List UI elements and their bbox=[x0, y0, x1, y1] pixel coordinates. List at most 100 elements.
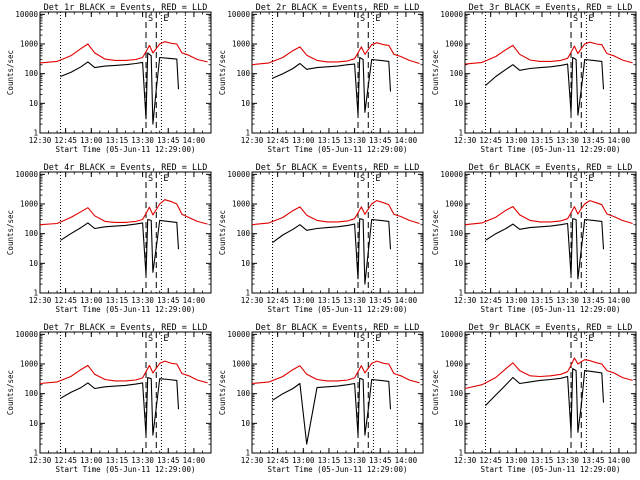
x-axis-label: Start Time (05-Jun-11 12:29:00) bbox=[56, 305, 196, 314]
y-tick-label: 10000 bbox=[227, 10, 250, 19]
x-tick-label: 13:00 bbox=[292, 456, 315, 465]
panel-title: Det 6r BLACK = Events, RED = LLD bbox=[469, 163, 633, 173]
marker-E-label: E bbox=[163, 334, 168, 344]
y-tick-label: 1000 bbox=[445, 40, 464, 49]
events-series-line bbox=[485, 368, 605, 433]
marker-S-label: S bbox=[573, 14, 578, 24]
x-axis-label: Start Time (05-Jun-11 12:29:00) bbox=[268, 145, 408, 154]
x-tick-label: 13:15 bbox=[318, 456, 341, 465]
y-tick-label: 1 bbox=[33, 289, 38, 298]
x-tick-label: 14:00 bbox=[183, 456, 206, 465]
y-tick-label: 1000 bbox=[20, 40, 39, 49]
y-tick-label: 1000 bbox=[20, 360, 39, 369]
x-axis-label: Start Time (05-Jun-11 12:29:00) bbox=[481, 305, 621, 314]
panel-title: Det 1r BLACK = Events, RED = LLD bbox=[44, 3, 208, 13]
x-tick-label: 13:30 bbox=[343, 456, 366, 465]
marker-S-label: S bbox=[360, 334, 365, 344]
events-series-line bbox=[60, 218, 180, 276]
y-tick-label: 100 bbox=[236, 69, 250, 78]
y-tick-label: 1000 bbox=[232, 40, 251, 49]
y-tick-label: 10 bbox=[241, 419, 251, 428]
detector-panel-3: Det 3r BLACK = Events, RED = LLD 1 10 100 10… bbox=[431, 3, 637, 154]
marker-S-label: S bbox=[360, 14, 365, 24]
y-axis-label: Counts/sec bbox=[6, 210, 15, 255]
marker-E-label: E bbox=[375, 334, 380, 344]
lld-series-line bbox=[39, 360, 208, 385]
events-series-line bbox=[60, 52, 180, 125]
y-axis-label: Counts/sec bbox=[218, 370, 227, 415]
x-tick-label: 12:30 bbox=[29, 136, 52, 145]
x-tick-label: 13:30 bbox=[131, 136, 154, 145]
events-series-line bbox=[485, 56, 605, 116]
x-tick-label: 12:45 bbox=[266, 296, 289, 305]
marker-S-label: S bbox=[573, 174, 578, 184]
y-tick-label: 100 bbox=[236, 229, 250, 238]
x-tick-label: 12:45 bbox=[266, 136, 289, 145]
y-tick-label: 10000 bbox=[15, 170, 38, 179]
y-tick-label: 10000 bbox=[440, 170, 463, 179]
y-tick-label: 10000 bbox=[227, 170, 250, 179]
y-tick-label: 1000 bbox=[445, 360, 464, 369]
y-tick-label: 10 bbox=[454, 99, 464, 108]
lld-series-line bbox=[39, 199, 208, 226]
lld-series-line bbox=[464, 41, 633, 65]
detector-panel-1: Det 1r BLACK = Events, RED = LLD 1 10 100 10… bbox=[6, 3, 212, 154]
y-tick-label: 1 bbox=[458, 289, 463, 298]
marker-S-label: S bbox=[360, 174, 365, 184]
y-tick-label: 10 bbox=[29, 99, 39, 108]
events-series-line bbox=[272, 218, 392, 285]
detector-panel-5: Det 5r BLACK = Events, RED = LLD 1 10 100 10… bbox=[218, 163, 424, 314]
lld-series-line bbox=[464, 200, 633, 226]
x-tick-label: 13:30 bbox=[556, 456, 579, 465]
y-tick-label: 10000 bbox=[15, 10, 38, 19]
panel-title: Det 3r BLACK = Events, RED = LLD bbox=[469, 3, 633, 13]
x-tick-label: 13:15 bbox=[106, 456, 129, 465]
x-tick-label: 12:30 bbox=[454, 136, 477, 145]
x-tick-label: 12:30 bbox=[29, 296, 52, 305]
lld-series-line bbox=[251, 360, 420, 385]
y-axis-label: Counts/sec bbox=[218, 50, 227, 95]
x-tick-label: 12:30 bbox=[241, 136, 264, 145]
y-tick-label: 1 bbox=[245, 449, 250, 458]
x-tick-label: 13:15 bbox=[531, 296, 554, 305]
x-tick-label: 12:30 bbox=[29, 456, 52, 465]
x-tick-label: 12:30 bbox=[241, 296, 264, 305]
y-tick-label: 10000 bbox=[15, 330, 38, 339]
marker-S-label: S bbox=[148, 14, 153, 24]
x-tick-label: 13:00 bbox=[505, 136, 528, 145]
x-tick-label: 13:15 bbox=[531, 136, 554, 145]
x-tick-label: 13:15 bbox=[106, 136, 129, 145]
events-series-line bbox=[272, 377, 392, 445]
y-tick-label: 1000 bbox=[232, 360, 251, 369]
x-tick-label: 14:00 bbox=[608, 296, 631, 305]
lld-series-line bbox=[251, 42, 420, 66]
x-tick-label: 13:30 bbox=[343, 296, 366, 305]
x-tick-label: 13:00 bbox=[292, 136, 315, 145]
y-tick-label: 1000 bbox=[20, 200, 39, 209]
x-tick-label: 13:30 bbox=[131, 456, 154, 465]
x-tick-label: 14:00 bbox=[183, 136, 206, 145]
marker-S-label: S bbox=[148, 174, 153, 184]
x-tick-label: 13:30 bbox=[343, 136, 366, 145]
x-tick-label: 13:00 bbox=[80, 136, 103, 145]
x-tick-label: 13:30 bbox=[131, 296, 154, 305]
marker-E-label: E bbox=[588, 174, 593, 184]
x-tick-label: 12:30 bbox=[454, 456, 477, 465]
y-tick-label: 1 bbox=[458, 449, 463, 458]
y-tick-label: 10 bbox=[29, 419, 39, 428]
panel-title: Det 8r BLACK = Events, RED = LLD bbox=[256, 323, 420, 333]
y-tick-label: 1 bbox=[458, 129, 463, 138]
y-tick-label: 100 bbox=[24, 229, 38, 238]
y-tick-label: 10 bbox=[241, 99, 251, 108]
y-axis-label: Counts/sec bbox=[431, 210, 440, 255]
x-tick-label: 13:45 bbox=[157, 136, 180, 145]
y-tick-label: 100 bbox=[449, 229, 463, 238]
lld-series-line bbox=[251, 200, 420, 226]
y-axis-label: Counts/sec bbox=[431, 50, 440, 95]
y-tick-label: 100 bbox=[24, 389, 38, 398]
marker-E-label: E bbox=[375, 174, 380, 184]
marker-S-label: S bbox=[573, 334, 578, 344]
y-axis-label: Counts/sec bbox=[431, 370, 440, 415]
